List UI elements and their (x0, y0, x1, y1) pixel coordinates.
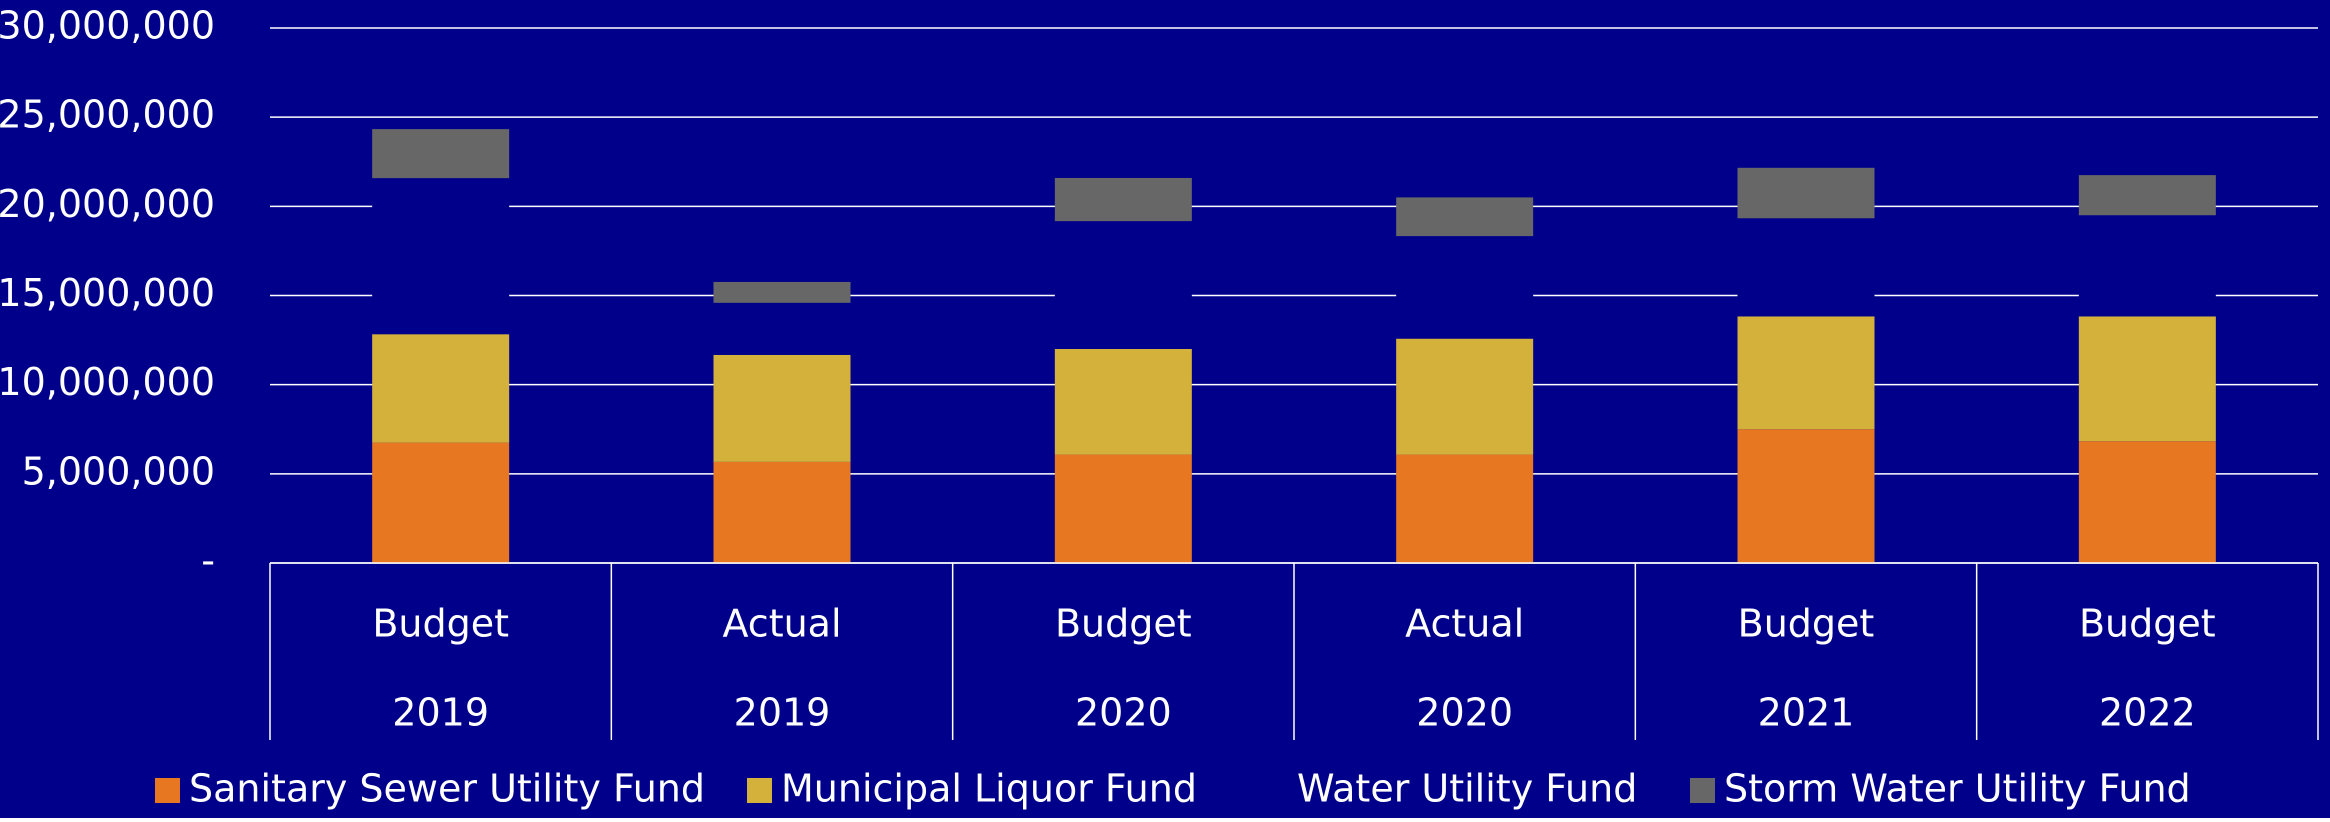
x-tick-label: 2021 (1758, 691, 1855, 735)
bar-segment (2078, 215, 2216, 317)
x-tick-label: Budget (372, 602, 509, 646)
x-tick-label: 2022 (2099, 691, 2196, 735)
bar-segment (1737, 429, 1875, 563)
bar-segment (1737, 218, 1875, 317)
x-tick-label: Actual (722, 602, 841, 646)
bar-segment (713, 302, 851, 355)
y-tick-label: 30,000,000 (0, 4, 215, 48)
x-tick-label: 2019 (734, 691, 831, 735)
legend-swatch (1690, 778, 1715, 803)
bar-segment (1396, 454, 1534, 563)
bar-segment (1054, 454, 1192, 563)
x-tick-label: 2020 (1075, 691, 1172, 735)
bar-segment (1396, 197, 1534, 237)
bar-segment (713, 461, 851, 563)
bar-segment (1054, 349, 1192, 455)
x-tick-label: Budget (1738, 602, 1875, 646)
legend-label: Sanitary Sewer Utility Fund (189, 767, 705, 811)
bar-segment (372, 334, 510, 443)
y-tick-label: 10,000,000 (0, 360, 215, 404)
x-tick-label: Actual (1405, 602, 1524, 646)
bar-segment (1737, 167, 1875, 219)
bar-segment (2078, 175, 2216, 216)
y-tick-label: 15,000,000 (0, 271, 215, 315)
legend-swatch (747, 778, 772, 803)
legend-swatch (1263, 778, 1288, 803)
bar-segment (713, 281, 851, 303)
x-tick-label: 2019 (392, 691, 489, 735)
x-tick-label: 2020 (1416, 691, 1513, 735)
legend-label: Water Utility Fund (1297, 767, 1637, 811)
y-tick-label: 25,000,000 (0, 93, 215, 137)
legend-swatch (155, 778, 180, 803)
y-tick-label: - (201, 539, 215, 583)
bar-segment (372, 442, 510, 563)
y-tick-label: 20,000,000 (0, 182, 215, 226)
bar-segment (1737, 316, 1875, 430)
bar-segment (372, 178, 510, 335)
bar-segment (1396, 338, 1534, 455)
bar-segment (372, 129, 510, 179)
y-tick-label: 5,000,000 (22, 449, 215, 493)
legend-label: Storm Water Utility Fund (1724, 767, 2191, 811)
bar-segment (1054, 177, 1192, 222)
bar-segment (2078, 441, 2216, 563)
bar-segment (1054, 221, 1192, 349)
bar-segment (1396, 236, 1534, 339)
x-tick-label: Budget (2079, 602, 2216, 646)
bar-segment (2078, 316, 2216, 442)
bar-segment (713, 354, 851, 462)
x-tick-label: Budget (1055, 602, 1192, 646)
legend-label: Municipal Liquor Fund (781, 767, 1197, 811)
